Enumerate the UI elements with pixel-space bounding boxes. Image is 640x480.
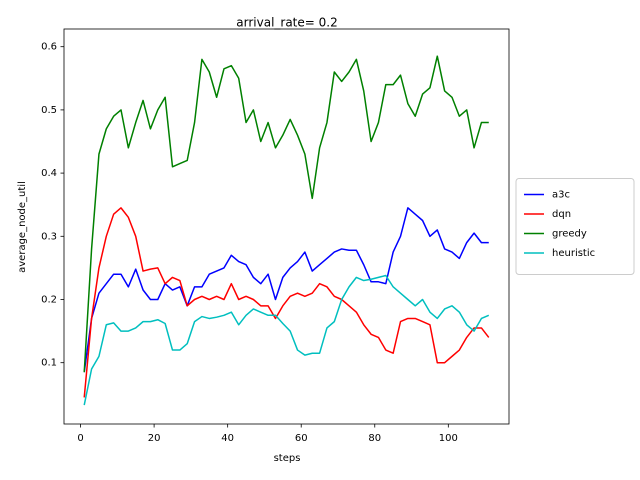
x-tick-label: 100 — [439, 433, 458, 444]
legend-box — [515, 178, 635, 275]
x-tick-label: 40 — [221, 433, 234, 444]
y-axis-label: average_node_util — [17, 181, 28, 273]
legend-label: dqn — [552, 209, 571, 220]
y-tick-label: 0.3 — [41, 231, 57, 242]
y-tick-label: 0.5 — [41, 105, 57, 116]
legend-label: heuristic — [552, 248, 595, 259]
x-tick-label: 60 — [295, 433, 308, 444]
legend-label: greedy — [552, 229, 587, 240]
x-axis-label: steps — [274, 453, 301, 464]
y-tick-label: 0.2 — [41, 294, 57, 305]
y-tick-label: 0.4 — [41, 168, 57, 179]
legend: a3c dqn greedy heuristic — [515, 178, 635, 275]
plot-frame — [63, 28, 510, 425]
series-line — [83, 55, 489, 373]
y-tick-label: 0.6 — [41, 42, 57, 53]
x-tick-label: 0 — [77, 433, 83, 444]
chart-title: arrival_rate= 0.2 — [236, 16, 337, 30]
series-line — [83, 207, 489, 373]
x-tick-label: 80 — [368, 433, 381, 444]
y-tick-label: 0.1 — [41, 358, 57, 369]
legend-label: a3c — [552, 190, 570, 201]
x-tick-label: 20 — [148, 433, 161, 444]
series-line — [83, 274, 490, 406]
series-line — [83, 207, 490, 398]
